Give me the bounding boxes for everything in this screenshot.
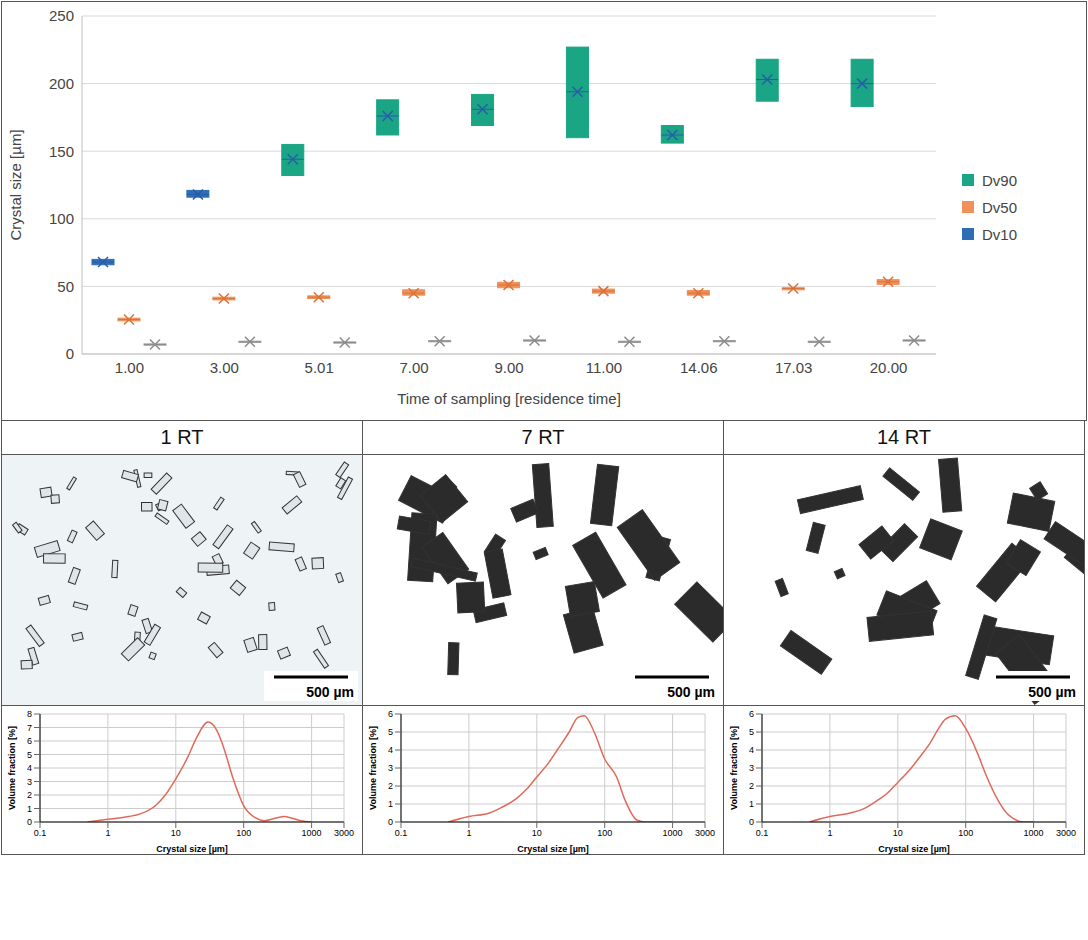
html-text:14 RT: 14 RT: [876, 426, 931, 448]
svg-text:10: 10: [532, 828, 542, 838]
svg-text:6: 6: [27, 736, 32, 746]
svg-text:17.03: 17.03: [775, 359, 813, 376]
svg-text:7.00: 7.00: [400, 359, 429, 376]
svg-text:3: 3: [27, 777, 32, 787]
svg-text:0: 0: [388, 817, 393, 827]
svg-text:3000: 3000: [334, 828, 354, 838]
svg-text:5: 5: [27, 750, 32, 760]
svg-text:4: 4: [27, 763, 32, 773]
svg-text:0.1: 0.1: [34, 828, 47, 838]
html-text:Dv50: Dv50: [982, 198, 1017, 216]
svg-text:6: 6: [388, 709, 393, 719]
svg-text:500 µm: 500 µm: [1028, 684, 1076, 700]
svg-text:0.1: 0.1: [395, 828, 408, 838]
svg-text:Crystal size [µm]: Crystal size [µm]: [7, 129, 24, 240]
html-text:Dv90: Dv90: [982, 171, 1017, 189]
svg-text:4: 4: [388, 745, 393, 755]
svg-text:2: 2: [388, 781, 393, 791]
svg-text:10: 10: [893, 828, 903, 838]
svg-text:3000: 3000: [1056, 828, 1076, 838]
svg-text:9.00: 9.00: [494, 359, 523, 376]
html-text:Dv10: Dv10: [982, 225, 1017, 243]
svg-text:0.1: 0.1: [756, 828, 769, 838]
svg-text:1: 1: [27, 804, 32, 814]
svg-text:100: 100: [958, 828, 973, 838]
svg-text:1: 1: [388, 799, 393, 809]
svg-text:11.00: 11.00: [586, 359, 622, 376]
svg-text:1: 1: [466, 828, 471, 838]
svg-text:3: 3: [749, 763, 754, 773]
svg-text:2: 2: [27, 790, 32, 800]
svg-text:1000: 1000: [1024, 828, 1044, 838]
svg-text:250: 250: [49, 7, 74, 24]
svg-text:Volume fraction [%]: Volume fraction [%]: [729, 726, 739, 810]
svg-text:3.00: 3.00: [210, 359, 239, 376]
svg-text:150: 150: [49, 143, 74, 160]
svg-text:1.00: 1.00: [115, 359, 144, 376]
html-text:7 RT: 7 RT: [521, 426, 565, 448]
svg-text:Volume fraction [%]: Volume fraction [%]: [7, 726, 17, 810]
svg-text:4: 4: [749, 745, 754, 755]
svg-text:5: 5: [388, 727, 393, 737]
svg-text:1000: 1000: [302, 828, 322, 838]
svg-text:1000: 1000: [663, 828, 683, 838]
svg-text:100: 100: [236, 828, 251, 838]
svg-text:1: 1: [749, 799, 754, 809]
svg-text:0: 0: [749, 817, 754, 827]
html-text:1 RT: 1 RT: [160, 426, 204, 448]
svg-text:Crystal size [µm]: Crystal size [µm]: [878, 844, 950, 854]
svg-text:1: 1: [105, 828, 110, 838]
svg-text:100: 100: [49, 210, 74, 227]
svg-text:6: 6: [749, 709, 754, 719]
svg-text:2: 2: [749, 781, 754, 791]
svg-text:500 µm: 500 µm: [667, 684, 715, 700]
svg-text:10: 10: [171, 828, 181, 838]
svg-text:5: 5: [749, 727, 754, 737]
svg-text:20.00: 20.00: [870, 359, 908, 376]
svg-text:Crystal size [µm]: Crystal size [µm]: [517, 844, 589, 854]
svg-text:3: 3: [388, 763, 393, 773]
svg-text:1: 1: [827, 828, 832, 838]
svg-text:500 µm: 500 µm: [306, 684, 354, 700]
svg-text:3000: 3000: [695, 828, 715, 838]
svg-text:14.06: 14.06: [680, 359, 718, 376]
svg-text:Volume fraction [%]: Volume fraction [%]: [368, 726, 378, 810]
svg-text:50: 50: [57, 278, 74, 295]
svg-text:0: 0: [66, 345, 74, 362]
svg-text:200: 200: [49, 75, 74, 92]
svg-text:Crystal size [µm]: Crystal size [µm]: [156, 844, 228, 854]
svg-text:7: 7: [27, 723, 32, 733]
svg-text:100: 100: [597, 828, 612, 838]
svg-text:5.01: 5.01: [305, 359, 334, 376]
svg-text:0: 0: [27, 817, 32, 827]
svg-text:8: 8: [27, 709, 32, 719]
svg-text:Time of sampling [residence ti: Time of sampling [residence time]: [397, 390, 621, 407]
